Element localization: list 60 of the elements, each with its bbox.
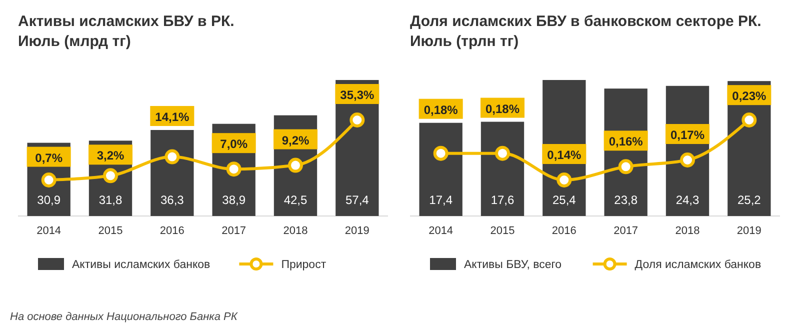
data-label: 7,0% xyxy=(220,137,248,152)
data-label: 0,16% xyxy=(608,134,644,149)
chart-title: Доля исламских БВУ в банковском секторе РК. xyxy=(410,13,762,30)
data-label: 0,17% xyxy=(670,128,705,142)
chart-subtitle: Июль (трлн тг) xyxy=(410,33,519,50)
legend-label: Доля исламских банков xyxy=(634,259,762,271)
x-tick-label: 2014 xyxy=(428,225,454,237)
data-label: 25,4 xyxy=(552,193,576,207)
data-label: 0,7% xyxy=(35,150,63,165)
bar xyxy=(480,122,524,216)
data-label: 17,4 xyxy=(429,193,453,207)
data-label: 31,8 xyxy=(98,193,122,207)
data-label: 25,2 xyxy=(737,193,762,207)
point xyxy=(433,146,448,161)
data-label: 24,3 xyxy=(676,193,700,207)
data-label: 0,14% xyxy=(547,148,582,162)
data-label: 38,9 xyxy=(222,193,246,207)
legend-label: Активы БВУ, всего xyxy=(464,259,562,271)
x-tick-label: 2015 xyxy=(490,225,515,237)
bar xyxy=(419,122,462,216)
text: На основе данных Национального Банка РК xyxy=(10,311,238,323)
data-label: 0,23% xyxy=(732,89,767,104)
legend-label: Прирост xyxy=(281,259,327,271)
data-label: 17,6 xyxy=(490,193,514,207)
legend-label: Активы исламских банков xyxy=(72,259,210,271)
point xyxy=(226,162,242,177)
point xyxy=(556,172,572,188)
x-tick-label: 2018 xyxy=(283,225,308,237)
point xyxy=(103,168,118,184)
x-tick-label: 2017 xyxy=(614,225,638,237)
x-tick-label: 2016 xyxy=(160,225,184,237)
point xyxy=(618,159,634,174)
x-tick-label: 2018 xyxy=(675,225,700,237)
point xyxy=(288,158,303,173)
point xyxy=(41,172,56,188)
data-label: 42,5 xyxy=(284,193,308,207)
data-label: 9,2% xyxy=(282,133,310,148)
x-tick-label: 2016 xyxy=(552,225,576,237)
data-label: 3,2% xyxy=(96,148,124,163)
x-tick-label: 2017 xyxy=(222,225,246,237)
data-label: 0,18% xyxy=(485,102,520,116)
point xyxy=(742,112,757,128)
chart-subtitle: Июль (млрд тг) xyxy=(18,33,131,50)
x-tick-label: 2014 xyxy=(36,225,62,237)
point xyxy=(164,149,180,164)
bar xyxy=(150,130,194,216)
data-label: 23,8 xyxy=(614,193,638,207)
data-label: 36,3 xyxy=(160,193,184,207)
data-label: 0,18% xyxy=(424,102,458,117)
point xyxy=(680,152,695,168)
data-label: 57,4 xyxy=(345,193,370,207)
point xyxy=(350,112,365,128)
point xyxy=(495,146,510,161)
x-tick-label: 2019 xyxy=(344,225,370,237)
data-label: 30,9 xyxy=(37,193,61,207)
data-label: 14,1% xyxy=(155,110,190,124)
data-label: 35,3% xyxy=(340,88,375,102)
chart-title: Активы исламских БВУ в РК. xyxy=(18,13,234,30)
x-tick-label: 2015 xyxy=(98,225,123,237)
x-tick-label: 2019 xyxy=(736,225,762,237)
